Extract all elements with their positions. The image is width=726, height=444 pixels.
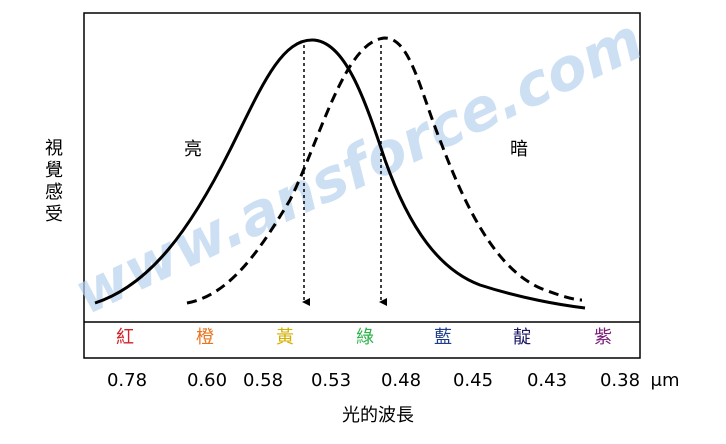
color-label: 綠 bbox=[356, 327, 374, 348]
color-label: 紫 bbox=[594, 327, 612, 348]
wavelength-label: 0.38 bbox=[600, 370, 640, 391]
wavelength-label: 0.53 bbox=[311, 370, 351, 391]
wavelength-label: 0.43 bbox=[527, 370, 567, 391]
curve-label: 亮 bbox=[184, 139, 202, 160]
color-label: 橙 bbox=[196, 327, 214, 348]
wavelength-label: 0.60 bbox=[187, 370, 227, 391]
frame bbox=[83, 12, 641, 359]
color-label: 黃 bbox=[276, 327, 294, 348]
wavelength-label: 0.58 bbox=[243, 370, 283, 391]
unit: μm bbox=[651, 370, 680, 391]
color-label: 紅 bbox=[116, 327, 134, 348]
color-label: 靛 bbox=[513, 327, 531, 348]
color-label: 藍 bbox=[434, 327, 452, 348]
x-label: 光的波長 bbox=[342, 405, 414, 426]
curve-label: 暗 bbox=[510, 139, 528, 160]
bright-curve bbox=[94, 38, 586, 310]
wavelength-label: 0.45 bbox=[453, 370, 493, 391]
wavelength-label: 0.78 bbox=[107, 370, 147, 391]
wavelength-label: 0.48 bbox=[381, 370, 421, 391]
y-label: 視覺感受 bbox=[42, 138, 63, 226]
